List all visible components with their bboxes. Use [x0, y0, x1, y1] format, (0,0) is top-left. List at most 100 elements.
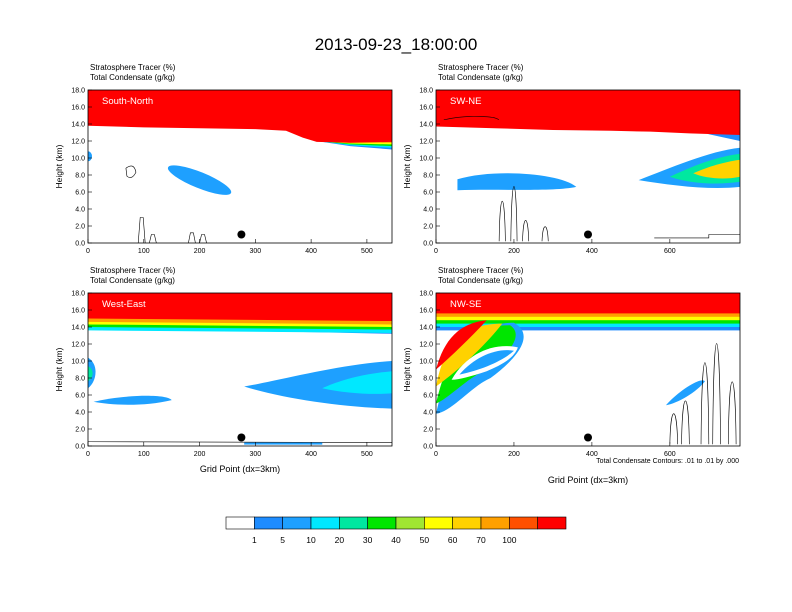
y-tick-label: 14.0 — [71, 122, 85, 129]
panel-south-north: 0 100 200 300 400 500 0.0 2.0 4.0 6.0 8.0 10.0 12.0 1… — [54, 63, 393, 255]
condensate-contour — [522, 219, 530, 242]
panel-sw-ne: 0 200 400 600 0.0 2.0 4.0 6.0 8.0 10.0 12.0 14.0 16.… — [402, 63, 741, 255]
colorbar-swatch — [225, 516, 255, 530]
panel-frame — [87, 292, 393, 447]
y-axis-label: Height (km) — [54, 347, 64, 391]
condensate-contour — [188, 232, 196, 243]
panel-title: West-East — [102, 299, 146, 310]
y-tick-label: 8.0 — [75, 173, 85, 180]
y-tick-label: 12.0 — [419, 139, 433, 146]
x-tick-label: 600 — [664, 248, 676, 255]
y-tick-label: 0.0 — [423, 241, 433, 248]
location-marker — [237, 433, 246, 442]
y-tick-label: 4.0 — [423, 207, 433, 214]
y-tick-label: 8.0 — [75, 376, 85, 383]
panel-frame — [87, 89, 393, 244]
colorbar-label: 20 — [335, 535, 345, 545]
x-tick-label: 0 — [86, 451, 90, 458]
panel-west-east: 0 100 200 300 400 500 0.0 2.0 4.0 6.0 8.0 10.0 12.0 1… — [54, 266, 393, 474]
panel-nw-se: 0 200 400 600 0.0 2.0 4.0 6.0 8.0 10.0 12.0 14.0 16.… — [402, 266, 741, 485]
y-tick-label: 10.0 — [419, 156, 433, 163]
y-axis-label: Height (km) — [402, 347, 412, 391]
terrain-contour — [88, 441, 392, 443]
x-tick-label: 300 — [249, 451, 261, 458]
colorbar-label: 100 — [502, 535, 516, 545]
y-tick-label: 10.0 — [71, 359, 85, 366]
panel-field — [436, 90, 740, 243]
y-tick-label: 18.0 — [71, 88, 85, 95]
cloud-blue-low — [244, 442, 323, 445]
x-tick-label: 300 — [249, 248, 261, 255]
x-tick-label: 0 — [86, 248, 90, 255]
y-tick-label: 18.0 — [419, 291, 433, 298]
y-axis-label: Height (km) — [402, 144, 412, 188]
x-tick-label: 400 — [305, 248, 317, 255]
fold-orange — [436, 323, 503, 387]
x-axis-label: Grid Point (dx=3km) — [548, 475, 628, 485]
panel-subtitle-1: Stratosphere Tracer (%) — [438, 63, 524, 72]
y-tick-label: 14.0 — [71, 325, 85, 332]
colorbar-swatch — [339, 516, 368, 530]
y-tick-label: 4.0 — [423, 410, 433, 417]
colorbar-swatch — [254, 516, 283, 530]
panel-title: South-North — [102, 96, 153, 107]
y-tick-label: 10.0 — [419, 359, 433, 366]
y-tick-label: 8.0 — [423, 376, 433, 383]
y-tick-label: 0.0 — [75, 241, 85, 248]
colorbar-label: 5 — [280, 535, 285, 545]
colorbar-swatch — [367, 516, 397, 530]
x-axis-label: Grid Point (dx=3km) — [200, 464, 280, 474]
fold-red — [436, 320, 487, 370]
location-marker — [237, 230, 246, 239]
colorbar-swatch — [480, 516, 510, 530]
y-tick-label: 2.0 — [423, 427, 433, 434]
colorbar-label: 10 — [306, 535, 316, 545]
colorbar: 1 5 10 20 30 40 50 60 70 100 — [225, 516, 567, 545]
y-tick-label: 4.0 — [75, 207, 85, 214]
terrain-contour — [654, 234, 740, 239]
panel-field — [436, 293, 740, 446]
y-tick-label: 6.0 — [423, 393, 433, 400]
y-tick-label: 12.0 — [71, 139, 85, 146]
contour-note: Total Condensate Contours: .01 to .01 by… — [596, 458, 739, 465]
panel-subtitle-2: Total Condensate (g/kg) — [438, 276, 523, 285]
cloud-blue — [665, 380, 705, 406]
panel-subtitle-1: Stratosphere Tracer (%) — [438, 266, 524, 275]
condensate-contour — [149, 234, 157, 243]
panel-field — [88, 90, 392, 243]
y-tick-label: 6.0 — [75, 393, 85, 400]
y-tick-label: 4.0 — [75, 410, 85, 417]
y-tick-label: 6.0 — [75, 190, 85, 197]
condensate-contour — [541, 226, 549, 242]
condensate-contour — [669, 413, 678, 445]
panel-subtitle-2: Total Condensate (g/kg) — [90, 73, 175, 82]
y-tick-label: 6.0 — [423, 190, 433, 197]
colorbar-swatch — [310, 516, 340, 530]
y-tick-label: 2.0 — [423, 224, 433, 231]
field-top-red — [436, 293, 740, 307]
panel-title: SW-NE — [450, 96, 482, 107]
tongue-orange — [693, 159, 740, 179]
x-tick-label: 500 — [361, 451, 373, 458]
field-top-red — [88, 90, 392, 105]
y-axis-label: Height (km) — [54, 144, 64, 188]
y-tick-label: 16.0 — [419, 105, 433, 112]
condensate-contour — [199, 234, 207, 243]
x-tick-label: 600 — [664, 451, 676, 458]
y-tick-label: 16.0 — [71, 308, 85, 315]
y-tick-label: 8.0 — [423, 173, 433, 180]
cloud-blue — [167, 165, 232, 195]
colorbar-label: 60 — [448, 535, 458, 545]
panel-field — [88, 293, 392, 446]
x-tick-label: 400 — [305, 451, 317, 458]
panel-title: NW-SE — [450, 299, 482, 310]
y-tick-label: 2.0 — [75, 427, 85, 434]
x-tick-label: 500 — [361, 248, 373, 255]
cloud-green-edge — [88, 366, 93, 382]
colorbar-label: 70 — [476, 535, 486, 545]
cloud-blue — [244, 361, 392, 409]
panel-subtitle-1: Stratosphere Tracer (%) — [90, 63, 176, 72]
x-tick-label: 100 — [138, 248, 150, 255]
colorbar-swatch — [395, 516, 425, 530]
panel-subtitle-2: Total Condensate (g/kg) — [438, 73, 523, 82]
